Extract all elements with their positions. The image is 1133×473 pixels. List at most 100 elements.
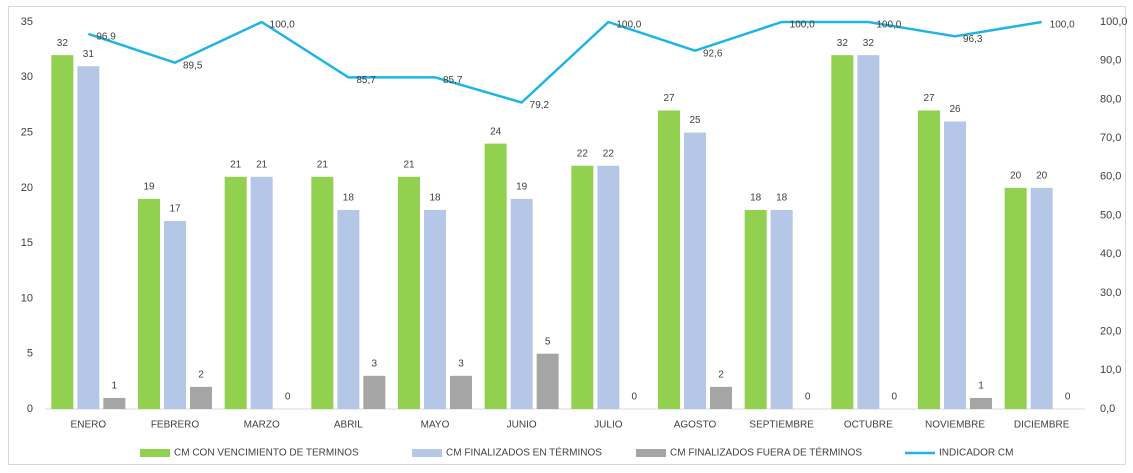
bar-value-label: 17 <box>169 204 181 215</box>
bar-value-label: 0 <box>285 392 291 403</box>
bar <box>250 176 273 409</box>
bar <box>138 198 160 409</box>
line-value-label: 100,0 <box>270 20 295 31</box>
bar <box>770 209 793 409</box>
bar-value-label: 1 <box>978 381 984 392</box>
bar <box>337 209 360 409</box>
x-tick-label: OCTUBRE <box>844 420 893 431</box>
bar <box>710 386 732 409</box>
y-tick-label: 30 <box>21 71 33 83</box>
bar-value-label: 19 <box>143 182 155 193</box>
bar <box>190 386 212 409</box>
bar <box>744 209 767 409</box>
bar <box>658 110 680 409</box>
bar <box>77 66 100 409</box>
x-tick-label: JUNIO <box>507 420 537 431</box>
bar <box>224 176 247 409</box>
line-value-label: 89,5 <box>183 60 203 71</box>
line-value-label: 100,0 <box>1050 20 1075 31</box>
bar-value-label: 0 <box>805 392 811 403</box>
bar <box>944 121 966 409</box>
bar <box>51 55 74 410</box>
bar-value-label: 20 <box>1010 170 1022 181</box>
line-value-label: 96,9 <box>96 32 116 43</box>
bar-value-label: 31 <box>83 49 95 60</box>
bar <box>684 132 706 410</box>
y2-tick-label: 70,0 <box>1100 132 1121 144</box>
y-tick-label: 25 <box>21 126 33 138</box>
bar-value-label: 2 <box>198 370 204 381</box>
bar-value-label: 19 <box>516 182 528 193</box>
bar-value-label: 3 <box>458 358 464 369</box>
y2-tick-label: 80,0 <box>1100 93 1121 105</box>
y2-tick-label: 30,0 <box>1100 287 1121 299</box>
bar <box>857 55 880 410</box>
legend-swatch <box>140 449 170 457</box>
legend-label: CM CON VENCIMIENTO DE TERMINOS <box>174 448 359 459</box>
bar <box>597 165 620 409</box>
y-tick-label: 0 <box>27 403 33 415</box>
line-value-label: 85,7 <box>356 75 376 86</box>
x-tick-label: ENERO <box>71 420 107 431</box>
bar <box>484 143 507 409</box>
bar <box>831 55 854 410</box>
bar-value-label: 21 <box>403 159 415 170</box>
bar-value-label: 22 <box>577 148 589 159</box>
bar-value-label: 18 <box>750 193 762 204</box>
x-tick-label: ABRIL <box>334 420 363 431</box>
y-tick-label: 5 <box>27 348 33 360</box>
bar-value-label: 26 <box>949 104 961 115</box>
bar-value-label: 27 <box>663 93 675 104</box>
bar-value-label: 32 <box>863 38 875 49</box>
legend-label: CM FINALIZADOS EN TÉRMINOS <box>446 446 602 459</box>
bar <box>970 397 992 409</box>
y-tick-label: 10 <box>21 292 33 304</box>
bar-value-label: 1 <box>112 381 118 392</box>
y2-tick-label: 50,0 <box>1100 209 1121 221</box>
y-tick-label: 20 <box>21 182 33 194</box>
line-value-label: 100,0 <box>790 20 815 31</box>
bar-value-label: 3 <box>372 358 378 369</box>
y2-tick-label: 60,0 <box>1100 171 1121 183</box>
bar-value-label: 32 <box>837 38 849 49</box>
line <box>87 20 1042 104</box>
bar <box>164 221 186 409</box>
x-tick-label: AGOSTO <box>674 420 717 431</box>
bar <box>363 375 386 409</box>
bar-value-label: 0 <box>892 392 898 403</box>
line-value-label: 96,3 <box>963 34 983 45</box>
x-tick-label: FEBRERO <box>151 420 200 431</box>
bar-value-label: 27 <box>923 93 935 104</box>
y2-tick-label: 20,0 <box>1100 326 1121 338</box>
bar <box>510 198 533 409</box>
bar <box>450 375 472 409</box>
bar <box>1030 187 1053 409</box>
bar <box>103 397 126 409</box>
legend-label: CM FINALIZADOS FUERA DE TÉRMINOS <box>670 446 862 459</box>
line-value-label: 85,7 <box>443 75 463 86</box>
bar <box>424 209 446 409</box>
bar-value-label: 22 <box>603 148 615 159</box>
legend-label: INDICADOR CM <box>939 448 1013 459</box>
line-value-label: 79,2 <box>530 100 550 111</box>
bar <box>918 110 940 409</box>
x-tick-label: MAYO <box>421 420 450 431</box>
bar-value-label: 0 <box>632 392 638 403</box>
bar-value-label: 2 <box>718 370 724 381</box>
y2-tick-label: 90,0 <box>1100 55 1121 67</box>
line-value-label: 100,0 <box>876 20 901 31</box>
bar-value-label: 18 <box>429 193 441 204</box>
bar-value-label: 24 <box>490 126 502 137</box>
bar <box>536 353 559 409</box>
bar-value-label: 20 <box>1036 170 1048 181</box>
bar-value-label: 18 <box>343 193 355 204</box>
legend-swatch <box>412 449 442 457</box>
bar <box>571 165 594 409</box>
y2-tick-label: 10,0 <box>1100 364 1121 376</box>
bar-value-label: 5 <box>545 336 551 347</box>
bar <box>1004 187 1027 409</box>
y2-tick-label: 0,0 <box>1100 403 1115 415</box>
bar-value-label: 18 <box>776 193 788 204</box>
bar-value-label: 32 <box>57 38 69 49</box>
